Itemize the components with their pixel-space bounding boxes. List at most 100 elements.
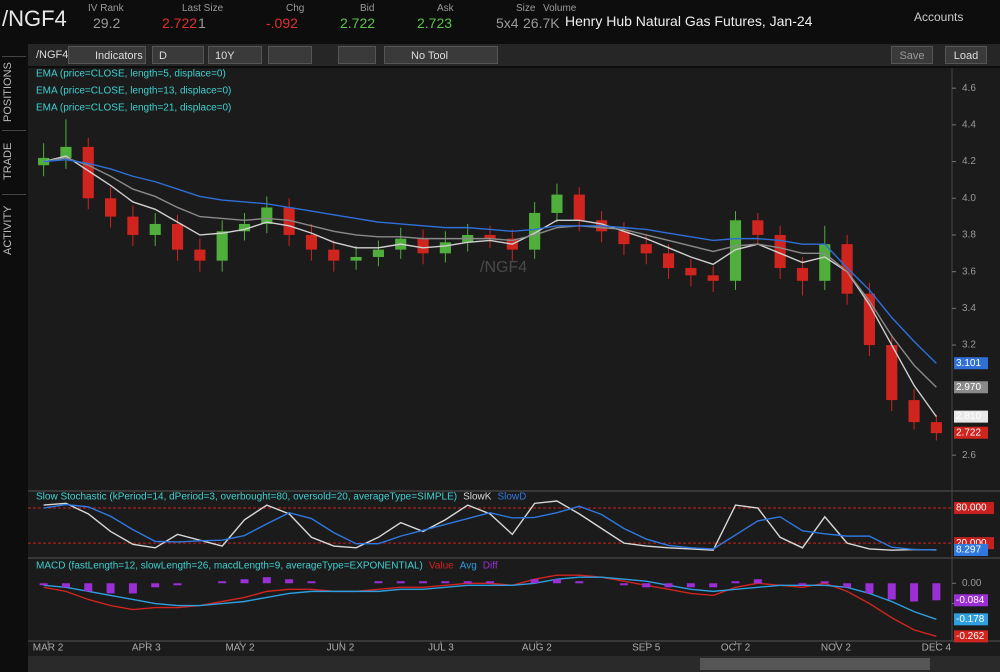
field-value: 2.722	[340, 15, 376, 31]
candle-body	[372, 249, 384, 257]
price-tag-label: 2.722	[956, 427, 981, 438]
price-tag-label: 8.297	[956, 545, 981, 556]
histogram-bar	[396, 581, 405, 584]
price-tag	[954, 357, 988, 370]
field-value: 29.2	[93, 15, 121, 31]
histogram-bar	[619, 583, 628, 586]
x-tick-label: OCT 2	[721, 643, 751, 654]
price-tag	[954, 594, 988, 607]
histogram-bar	[463, 581, 472, 584]
histogram-bar	[753, 579, 762, 584]
price-tag	[954, 426, 988, 439]
level-label: 80.000	[956, 503, 987, 514]
candle-body	[685, 267, 697, 276]
histogram-bar	[530, 579, 539, 584]
study-title: Slow Stochastic (kPeriod=14, dPeriod=3, …	[36, 492, 457, 503]
candle-body	[551, 194, 563, 213]
study-title: MACD (fastLength=12, slowLength=26, macd…	[36, 561, 423, 572]
histogram-bar	[285, 579, 294, 584]
candle-body	[194, 249, 206, 261]
legend-label: SlowD	[497, 492, 526, 503]
y-tick-label: 3.8	[962, 230, 976, 241]
histogram-bar	[307, 581, 316, 584]
histogram-bar	[709, 583, 718, 588]
aggregation-select[interactable]: D	[152, 46, 204, 64]
sidebar-tab[interactable]: TRADE	[2, 130, 26, 191]
candle-body	[261, 207, 273, 224]
save-button[interactable]: Save	[891, 46, 933, 64]
candle-body	[350, 256, 362, 261]
candle-body	[729, 220, 742, 281]
price-tag-label: -0.178	[956, 614, 985, 625]
candle-body	[819, 244, 831, 281]
scroll-thumb[interactable]	[700, 658, 930, 670]
tool-select[interactable]: No Tool	[384, 46, 498, 64]
sidebar-tab[interactable]: POSITIONS	[2, 56, 26, 127]
candle-body	[863, 293, 875, 346]
sidebar-tab[interactable]: ACTIVITY	[2, 194, 26, 265]
histogram-bar	[374, 581, 383, 584]
candle-body	[238, 223, 251, 232]
indicator-line	[43, 503, 937, 551]
candle-body	[484, 234, 496, 239]
candle-body	[618, 231, 630, 245]
legend-label: SlowK	[463, 492, 492, 503]
candle-body	[886, 345, 898, 401]
histogram-bar	[128, 583, 137, 594]
field-label: Volume	[543, 3, 577, 14]
field-label: Last Size	[182, 3, 224, 14]
load-button[interactable]: Load	[945, 46, 987, 64]
field-value: 5x4	[496, 15, 519, 31]
histogram-bar	[642, 583, 651, 588]
candle-body	[707, 275, 719, 281]
histogram-bar	[151, 583, 160, 588]
price-tag-label: 2.810	[956, 411, 981, 422]
histogram-bar	[106, 583, 115, 594]
histogram-bar	[887, 583, 896, 600]
y-tick-label: 2.6	[962, 450, 976, 461]
histogram-bar	[84, 583, 93, 592]
field-value: 2.723	[417, 15, 453, 31]
legend-label: Diff	[483, 561, 498, 572]
toolbar-symbol: /NGF4	[30, 46, 68, 64]
histogram-bar	[552, 579, 561, 584]
candle-body	[930, 422, 942, 434]
field-value: 2.722	[162, 15, 198, 31]
candle-body	[305, 234, 318, 250]
price-tag	[954, 613, 988, 626]
study-label: EMA (price=CLOSE, length=5, displace=0)	[36, 69, 226, 80]
level-tag	[954, 502, 994, 515]
candle-body	[82, 146, 94, 199]
field-label: Size	[516, 3, 536, 14]
level-label: 20.000	[956, 538, 987, 549]
candle-body	[216, 231, 228, 261]
y-tick-label: 4.2	[962, 156, 976, 167]
candle-body	[417, 238, 429, 254]
histogram-bar	[486, 581, 494, 584]
x-tick-label: MAR 2	[33, 643, 64, 654]
candle-body	[529, 212, 541, 250]
y-tick-label: 3.4	[962, 303, 976, 314]
candle-body	[662, 253, 675, 268]
accounts-menu[interactable]: Accounts	[914, 10, 964, 24]
price-tag	[954, 381, 988, 394]
watermark: /NGF4	[480, 259, 527, 276]
histogram-bar	[731, 581, 740, 584]
x-tick-label: NOV 2	[821, 643, 851, 654]
candle-body	[105, 198, 117, 217]
histogram-bar	[218, 581, 227, 584]
style-select[interactable]	[268, 46, 312, 64]
candle-body	[149, 223, 161, 235]
histogram-bar	[61, 583, 70, 588]
indicators-button[interactable]: Indicators	[68, 46, 146, 64]
histogram-bar	[441, 581, 450, 584]
candle-body	[774, 234, 786, 268]
drawing-select[interactable]	[338, 46, 376, 64]
x-tick-label: APR 3	[132, 643, 161, 654]
period-select[interactable]: 10Y	[208, 46, 262, 64]
histogram-bar	[820, 581, 829, 584]
candle-body	[171, 223, 184, 250]
price-tag-label: -0.262	[956, 631, 985, 642]
indicator-line	[43, 500, 937, 551]
